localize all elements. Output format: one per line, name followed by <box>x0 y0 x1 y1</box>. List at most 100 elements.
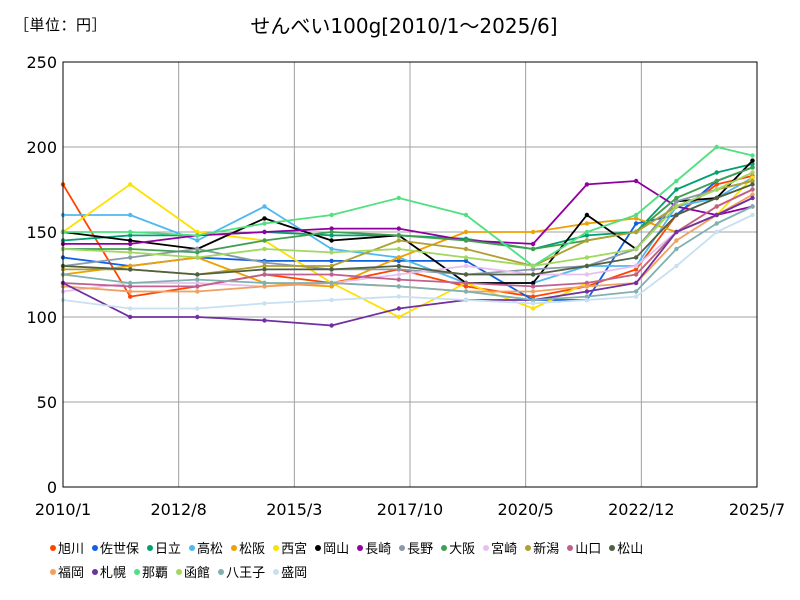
legend-marker <box>525 544 532 551</box>
data-point <box>262 280 267 286</box>
y-tick-label: 250 <box>26 53 57 72</box>
legend-item: 日立 <box>147 538 181 557</box>
data-point <box>329 297 334 303</box>
data-point <box>195 246 200 252</box>
legend-item: 札幌 <box>92 562 126 581</box>
data-point <box>530 280 536 286</box>
data-point <box>674 199 679 204</box>
legend-item: 山口 <box>567 538 601 557</box>
data-point <box>396 233 401 238</box>
data-point <box>584 255 590 260</box>
data-point <box>633 221 639 226</box>
legend-marker <box>189 544 196 551</box>
data-point <box>463 297 469 303</box>
legend-label: 札幌 <box>100 566 127 581</box>
y-tick-label: 100 <box>26 308 57 327</box>
data-point <box>584 289 590 294</box>
data-point <box>195 272 200 277</box>
legend-label: 長崎 <box>365 542 392 557</box>
data-point <box>463 289 469 294</box>
legend-label: 高松 <box>197 542 224 557</box>
data-point <box>396 226 401 231</box>
data-point <box>262 204 267 209</box>
data-point <box>128 294 133 299</box>
legend-marker <box>218 568 225 575</box>
data-point <box>674 263 679 269</box>
legend-item: 福岡 <box>50 562 84 581</box>
x-tick-label: 2017/10 <box>377 500 443 519</box>
series-19 <box>60 212 755 311</box>
data-point <box>262 216 267 221</box>
data-point <box>530 297 536 303</box>
legend-label: 松山 <box>617 542 644 557</box>
data-point <box>584 280 590 286</box>
data-point <box>750 178 755 184</box>
data-point <box>530 272 536 277</box>
data-point <box>329 229 334 235</box>
data-point <box>195 280 200 286</box>
y-tick-label: 150 <box>26 223 57 242</box>
data-point <box>584 284 590 289</box>
data-point <box>633 178 639 184</box>
data-point <box>714 204 719 209</box>
legend-item: 新潟 <box>525 538 559 557</box>
legend-label: 大阪 <box>449 542 476 557</box>
data-point <box>633 246 639 252</box>
x-tick-label: 2012/8 <box>151 500 207 519</box>
data-point <box>195 277 200 282</box>
data-point <box>530 301 536 306</box>
data-point <box>633 212 639 218</box>
data-point <box>329 226 334 231</box>
legend-item: 岡山 <box>315 538 349 557</box>
data-point <box>128 182 133 187</box>
data-point <box>195 306 200 311</box>
data-point <box>714 229 719 235</box>
legend-item: 八王子 <box>218 562 265 581</box>
data-point <box>633 267 639 272</box>
data-point <box>584 263 590 269</box>
data-point <box>633 263 639 269</box>
legend-marker <box>441 544 448 551</box>
data-point <box>463 246 469 252</box>
legend-label: 新潟 <box>533 542 560 557</box>
legend-item: 盛岡 <box>273 562 307 581</box>
data-point <box>584 229 590 235</box>
legend-item: 大阪 <box>441 538 475 557</box>
data-point <box>329 267 334 272</box>
data-point <box>463 272 469 277</box>
data-point <box>674 204 679 209</box>
data-point <box>262 260 267 265</box>
data-point <box>396 258 401 264</box>
data-point <box>584 297 590 303</box>
data-point <box>329 280 334 286</box>
legend-marker <box>567 544 574 551</box>
data-point <box>714 178 719 184</box>
data-point <box>463 229 469 235</box>
legend-marker <box>273 568 280 575</box>
data-point <box>750 170 755 175</box>
data-point <box>633 216 639 221</box>
legend-marker <box>147 544 154 551</box>
data-point <box>128 250 133 255</box>
legend-marker <box>231 544 238 551</box>
x-tick-label: 2015/3 <box>266 500 322 519</box>
data-point <box>530 241 536 247</box>
data-point <box>396 272 401 277</box>
data-point <box>262 284 267 289</box>
data-point <box>396 284 401 289</box>
y-tick-label: 0 <box>47 478 57 497</box>
data-point <box>584 272 590 277</box>
data-point <box>750 192 755 197</box>
legend-marker <box>134 568 141 575</box>
data-point <box>329 284 334 289</box>
data-point <box>633 294 639 299</box>
data-point <box>530 306 536 311</box>
data-point <box>674 229 679 235</box>
data-point <box>530 229 536 235</box>
legend-marker <box>50 568 56 575</box>
data-point <box>714 212 719 218</box>
data-point <box>584 233 590 238</box>
data-point <box>396 294 401 299</box>
data-point <box>674 187 679 192</box>
legend-item: 宮崎 <box>483 538 517 557</box>
